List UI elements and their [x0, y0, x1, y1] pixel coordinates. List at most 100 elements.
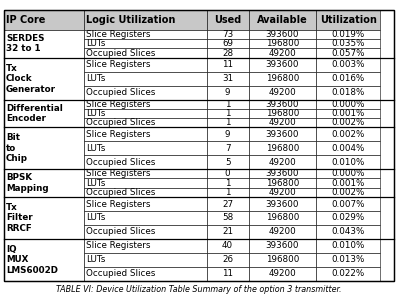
- Text: IQ
MUX
LMS6002D: IQ MUX LMS6002D: [6, 245, 58, 275]
- Bar: [248, 188, 316, 197]
- Bar: [84, 253, 207, 267]
- Text: 11: 11: [222, 269, 233, 278]
- Text: 0.003%: 0.003%: [332, 60, 365, 69]
- Bar: [4, 197, 84, 239]
- Text: 11: 11: [222, 60, 233, 69]
- Bar: [84, 197, 207, 211]
- Text: 0.035%: 0.035%: [332, 39, 365, 48]
- Text: 196800: 196800: [265, 74, 299, 83]
- Bar: [248, 211, 316, 225]
- Bar: [207, 141, 248, 155]
- Bar: [207, 225, 248, 239]
- Bar: [316, 58, 380, 72]
- Text: 393600: 393600: [265, 241, 299, 250]
- Text: LUTs: LUTs: [86, 214, 105, 222]
- Text: 393600: 393600: [265, 169, 299, 178]
- Text: 7: 7: [225, 144, 230, 153]
- Bar: [248, 109, 316, 118]
- Text: IP Core: IP Core: [6, 15, 45, 25]
- Bar: [248, 99, 316, 109]
- Text: 49200: 49200: [268, 228, 296, 236]
- Bar: [316, 225, 380, 239]
- Text: 0.010%: 0.010%: [332, 241, 365, 250]
- Text: Occupied Slices: Occupied Slices: [86, 188, 155, 197]
- Text: Tx
Clock
Generator: Tx Clock Generator: [6, 64, 56, 94]
- Bar: [207, 239, 248, 253]
- Text: LUTs: LUTs: [86, 74, 105, 83]
- Bar: [84, 239, 207, 253]
- Text: LUTs: LUTs: [86, 109, 105, 118]
- Bar: [84, 267, 207, 281]
- Bar: [84, 10, 207, 30]
- Text: 393600: 393600: [265, 200, 299, 208]
- Bar: [207, 267, 248, 281]
- Text: 1: 1: [225, 188, 230, 197]
- Text: 0.001%: 0.001%: [332, 178, 365, 188]
- Text: 0.004%: 0.004%: [332, 144, 365, 153]
- Bar: [316, 39, 380, 48]
- Text: Differential
Encoder: Differential Encoder: [6, 104, 63, 123]
- Text: 58: 58: [222, 214, 233, 222]
- Bar: [4, 30, 84, 58]
- Bar: [84, 178, 207, 188]
- Bar: [207, 188, 248, 197]
- Text: 196800: 196800: [265, 109, 299, 118]
- Text: LUTs: LUTs: [86, 255, 105, 264]
- Bar: [316, 30, 380, 39]
- Bar: [84, 109, 207, 118]
- Bar: [207, 109, 248, 118]
- Text: 9: 9: [225, 88, 230, 97]
- Bar: [4, 239, 84, 281]
- Bar: [4, 169, 84, 197]
- Bar: [207, 253, 248, 267]
- Text: Logic Utilization: Logic Utilization: [86, 15, 175, 25]
- Bar: [316, 109, 380, 118]
- Bar: [207, 118, 248, 127]
- Text: Slice Registers: Slice Registers: [86, 241, 150, 250]
- Bar: [248, 169, 316, 178]
- Bar: [207, 86, 248, 99]
- Bar: [316, 253, 380, 267]
- Text: 49200: 49200: [268, 118, 296, 127]
- Bar: [248, 48, 316, 58]
- Text: 393600: 393600: [265, 100, 299, 109]
- Bar: [316, 178, 380, 188]
- Text: 49200: 49200: [268, 49, 296, 58]
- Text: 1: 1: [225, 178, 230, 188]
- Text: 1: 1: [225, 118, 230, 127]
- Text: 0.016%: 0.016%: [332, 74, 365, 83]
- Bar: [248, 197, 316, 211]
- Text: BPSK
Mapping: BPSK Mapping: [6, 173, 49, 193]
- Text: 0.019%: 0.019%: [332, 30, 365, 39]
- Bar: [316, 118, 380, 127]
- Bar: [84, 127, 207, 141]
- Bar: [207, 39, 248, 48]
- Bar: [84, 188, 207, 197]
- Text: 196800: 196800: [265, 178, 299, 188]
- Bar: [207, 127, 248, 141]
- Bar: [316, 127, 380, 141]
- Text: Used: Used: [214, 15, 241, 25]
- Bar: [248, 155, 316, 169]
- Text: 49200: 49200: [268, 88, 296, 97]
- Text: Slice Registers: Slice Registers: [86, 100, 150, 109]
- Bar: [316, 86, 380, 99]
- Text: 0.000%: 0.000%: [332, 169, 365, 178]
- Text: 196800: 196800: [265, 39, 299, 48]
- Text: Slice Registers: Slice Registers: [86, 200, 150, 208]
- Text: 27: 27: [222, 200, 233, 208]
- Bar: [84, 86, 207, 99]
- Text: Occupied Slices: Occupied Slices: [86, 269, 155, 278]
- Bar: [316, 141, 380, 155]
- Bar: [316, 197, 380, 211]
- Text: 21: 21: [222, 228, 233, 236]
- Text: 5: 5: [225, 158, 230, 167]
- Bar: [4, 99, 84, 127]
- Text: 196800: 196800: [265, 144, 299, 153]
- Text: 0.002%: 0.002%: [332, 188, 365, 197]
- Text: Tx
Filter
RRCF: Tx Filter RRCF: [6, 203, 33, 233]
- Bar: [316, 10, 380, 30]
- Text: LUTs: LUTs: [86, 144, 105, 153]
- Bar: [207, 169, 248, 178]
- Bar: [248, 239, 316, 253]
